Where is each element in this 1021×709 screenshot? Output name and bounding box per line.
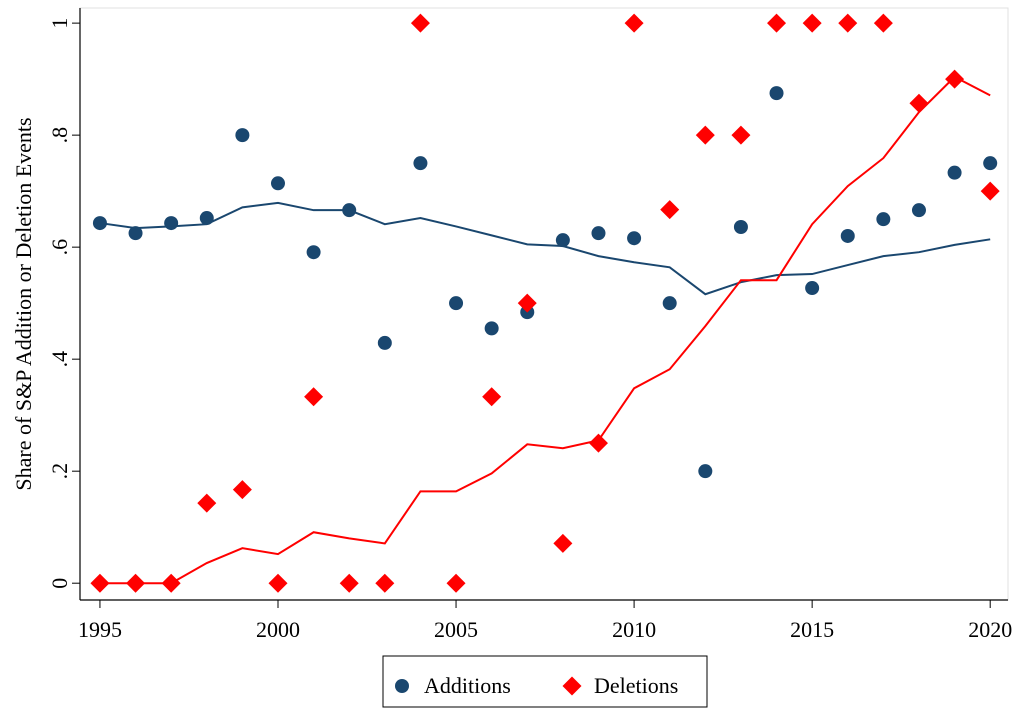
y-tick-label: 0: [47, 578, 72, 589]
point: [375, 573, 395, 593]
point: [128, 226, 143, 241]
point: [695, 125, 715, 145]
point: [377, 335, 392, 350]
point: [769, 86, 784, 101]
point: [482, 387, 502, 407]
legend-label: Deletions: [594, 673, 678, 698]
point: [484, 321, 499, 336]
point: [588, 433, 608, 453]
point: [410, 13, 430, 33]
point: [627, 231, 642, 246]
y-tick-label: .6: [47, 239, 72, 256]
point: [591, 226, 606, 241]
point: [840, 228, 855, 243]
point: [802, 13, 822, 33]
point: [660, 200, 680, 220]
point: [805, 281, 820, 296]
point: [731, 125, 751, 145]
point: [698, 464, 713, 479]
x-tick-label: 2020: [968, 617, 1012, 642]
x-tick-label: 2015: [790, 617, 834, 642]
point: [555, 233, 570, 248]
point: [126, 573, 146, 593]
point: [342, 203, 357, 218]
point: [199, 211, 214, 226]
point: [90, 573, 110, 593]
point: [876, 212, 891, 227]
point: [553, 533, 573, 553]
point: [909, 93, 929, 113]
point: [449, 296, 464, 311]
y-tick-label: .4: [47, 351, 72, 368]
point: [983, 156, 998, 171]
x-tick-label: 2005: [434, 617, 478, 642]
point: [838, 13, 858, 33]
point: [662, 296, 677, 311]
y-axis-title: Share of S&P Addition or Deletion Events: [11, 117, 36, 490]
point: [235, 128, 250, 143]
point: [980, 181, 1000, 201]
point: [733, 219, 748, 234]
fit-line: [99, 75, 991, 585]
legend: Additions Deletions: [382, 655, 708, 708]
point: [232, 480, 252, 500]
point: [197, 493, 217, 513]
y-tick-label: .8: [47, 127, 72, 144]
y-tick-label: .2: [47, 463, 72, 480]
point: [339, 573, 359, 593]
legend-marker: [562, 676, 582, 696]
point: [161, 573, 181, 593]
legend-box: [382, 655, 708, 708]
legend-label: Additions: [424, 673, 511, 698]
point: [304, 387, 324, 407]
x-tick-label: 1995: [78, 617, 122, 642]
point: [413, 156, 428, 171]
x-tick-label: 2000: [256, 617, 300, 642]
point: [306, 245, 321, 260]
point: [767, 13, 787, 33]
point: [517, 293, 537, 313]
point: [270, 176, 285, 191]
point: [268, 573, 288, 593]
plot-frame: [79, 7, 1009, 601]
point: [947, 165, 962, 180]
point: [624, 13, 644, 33]
point: [446, 573, 466, 593]
x-tick-label: 2010: [612, 617, 656, 642]
point: [945, 69, 965, 89]
point: [873, 13, 893, 33]
legend-marker: [395, 679, 409, 693]
y-tick-label: 1: [47, 18, 72, 29]
fit-line: [99, 201, 991, 296]
point: [911, 203, 926, 218]
point: [92, 216, 107, 231]
point: [164, 216, 179, 231]
